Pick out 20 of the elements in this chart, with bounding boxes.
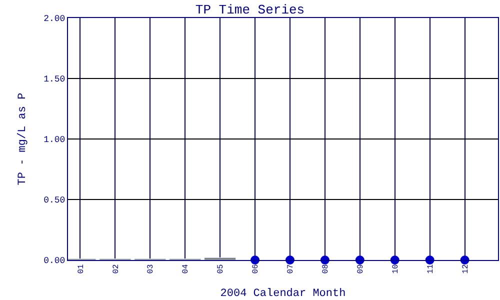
x-tick-label: 04: [182, 264, 191, 274]
x-tick-label: 10: [391, 264, 400, 274]
y-tick-label: 1.50: [44, 74, 66, 85]
x-tick-label: 06: [252, 264, 261, 274]
x-tick-label: 08: [322, 264, 331, 274]
y-tick-label: 0.50: [44, 196, 66, 206]
x-tick-label: 09: [356, 264, 366, 274]
y-tick-label: 0.00: [44, 256, 66, 266]
chart-title: TP Time Series: [195, 2, 305, 18]
y-tick-label: 1.00: [44, 135, 66, 146]
x-tick-label: 12: [461, 264, 470, 274]
x-tick-label: 11: [426, 264, 436, 274]
x-tick-label: 05: [216, 264, 226, 274]
x-tick-label: 07: [286, 264, 296, 274]
y-tick-label: 2.00: [44, 14, 66, 24]
y-axis-title: TP - mg/L as P: [17, 92, 30, 186]
x-tick-label: 02: [112, 264, 121, 274]
x-tick-label: 03: [146, 264, 156, 274]
x-tick-label: 01: [76, 264, 86, 274]
x-axis-title: 2004 Calendar Month: [220, 288, 346, 300]
